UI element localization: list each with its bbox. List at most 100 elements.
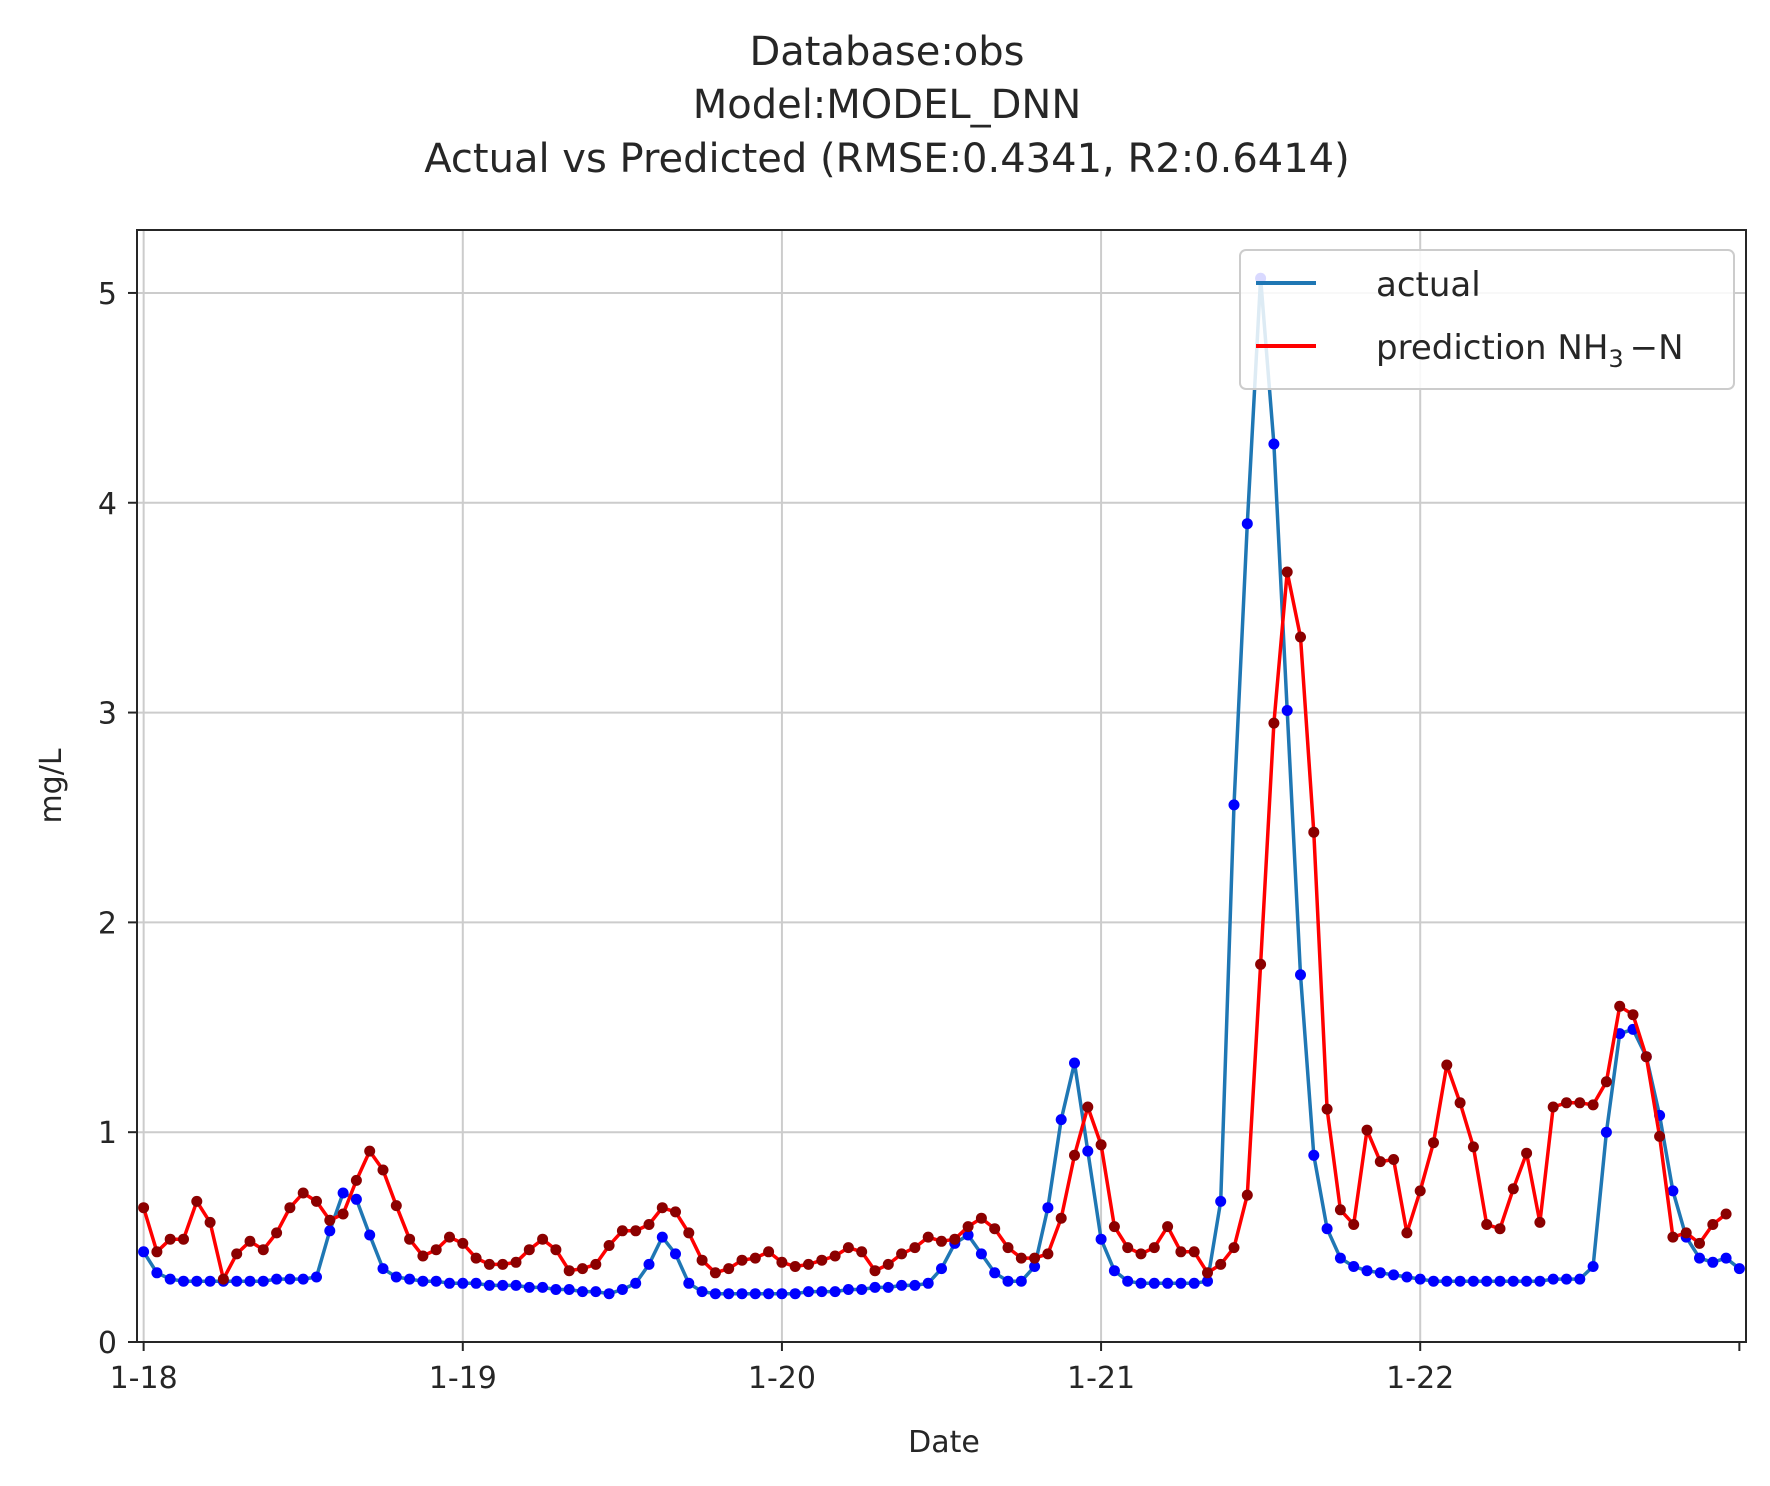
data-point: [630, 1277, 642, 1289]
data-point: [1281, 705, 1293, 716]
data-point: [1414, 1273, 1426, 1285]
data-point: [1228, 1242, 1240, 1254]
data-point: [457, 1277, 469, 1289]
y-tick-label: 2: [98, 906, 117, 941]
data-point: [856, 1246, 868, 1258]
data-point: [736, 1288, 748, 1300]
data-point: [324, 1225, 336, 1237]
data-point: [1441, 1275, 1453, 1287]
data-point: [1547, 1273, 1559, 1285]
data-point: [1122, 1242, 1134, 1254]
data-point: [138, 1202, 150, 1214]
data-point: [1334, 1204, 1346, 1216]
data-point: [842, 1284, 854, 1295]
data-point: [470, 1277, 482, 1289]
data-point: [962, 1229, 974, 1241]
data-point: [1414, 1185, 1426, 1197]
data-point: [523, 1281, 535, 1293]
series-layer: [138, 272, 1745, 1300]
data-point: [1667, 1231, 1679, 1243]
data-point: [869, 1265, 881, 1277]
legend-actual-label: actual: [1376, 265, 1481, 305]
data-point: [244, 1275, 256, 1287]
data-point: [670, 1206, 681, 1218]
y-tick-label: 3: [98, 697, 117, 732]
data-point: [1494, 1223, 1506, 1235]
data-point: [350, 1174, 362, 1186]
data-point: [1135, 1277, 1147, 1289]
data-point: [257, 1244, 269, 1256]
data-point: [377, 1263, 389, 1275]
data-point: [364, 1229, 376, 1241]
data-point: [1667, 1185, 1679, 1197]
data-point: [1707, 1256, 1719, 1268]
data-point: [683, 1277, 695, 1289]
data-point: [1175, 1246, 1187, 1258]
data-point: [909, 1279, 921, 1291]
data-point: [1600, 1076, 1612, 1088]
data-point: [1441, 1059, 1453, 1071]
data-point: [1374, 1267, 1386, 1279]
data-point: [1215, 1258, 1227, 1270]
data-point: [1321, 1103, 1333, 1115]
data-point: [776, 1256, 788, 1268]
data-point: [417, 1250, 429, 1262]
data-point: [1361, 1265, 1373, 1277]
data-point: [789, 1261, 801, 1272]
data-point: [297, 1273, 309, 1285]
data-point: [204, 1216, 216, 1228]
data-point: [1600, 1126, 1612, 1138]
data-point: [816, 1254, 828, 1266]
data-point: [1454, 1097, 1466, 1109]
data-point: [1574, 1273, 1586, 1285]
data-point: [1467, 1275, 1479, 1287]
x-tick-label: 1-20: [748, 1361, 816, 1396]
data-point: [1241, 1189, 1253, 1201]
data-point: [803, 1286, 814, 1298]
data-point: [510, 1256, 522, 1268]
data-point: [989, 1267, 1001, 1279]
data-point: [1707, 1219, 1719, 1230]
y-tick-label: 0: [98, 1326, 117, 1361]
data-point: [590, 1286, 602, 1298]
data-point: [1241, 518, 1253, 530]
data-point: [1733, 1263, 1745, 1275]
data-point: [178, 1275, 189, 1287]
data-point: [1507, 1275, 1519, 1287]
data-point: [1454, 1275, 1466, 1287]
data-point: [949, 1233, 961, 1245]
data-point: [829, 1286, 841, 1298]
data-point: [1108, 1265, 1120, 1277]
data-point: [763, 1288, 775, 1300]
data-point: [1321, 1223, 1333, 1235]
data-point: [231, 1248, 243, 1260]
data-point: [1694, 1237, 1705, 1249]
data-point: [510, 1279, 522, 1291]
data-point: [696, 1286, 708, 1298]
data-point: [869, 1281, 881, 1293]
data-point: [1481, 1219, 1493, 1230]
data-point: [350, 1193, 362, 1205]
data-point: [1202, 1275, 1213, 1287]
data-point: [1295, 969, 1306, 981]
data-point: [1162, 1221, 1174, 1233]
data-point: [457, 1237, 469, 1249]
data-point: [1042, 1248, 1054, 1260]
data-point: [1348, 1261, 1360, 1272]
data-point: [1308, 826, 1320, 838]
data-point: [337, 1208, 349, 1220]
x-tick-label: 1-19: [429, 1361, 497, 1396]
data-point: [523, 1244, 535, 1256]
data-point: [922, 1231, 934, 1243]
series-1: [138, 566, 1732, 1285]
data-point: [577, 1263, 588, 1275]
data-point: [271, 1227, 283, 1239]
data-point: [1069, 1057, 1080, 1069]
data-point: [1507, 1183, 1519, 1195]
data-point: [856, 1284, 868, 1295]
data-point: [1029, 1261, 1041, 1272]
data-point: [1361, 1124, 1373, 1136]
data-point: [1521, 1275, 1533, 1287]
data-point: [1587, 1099, 1599, 1111]
data-point: [537, 1233, 549, 1245]
